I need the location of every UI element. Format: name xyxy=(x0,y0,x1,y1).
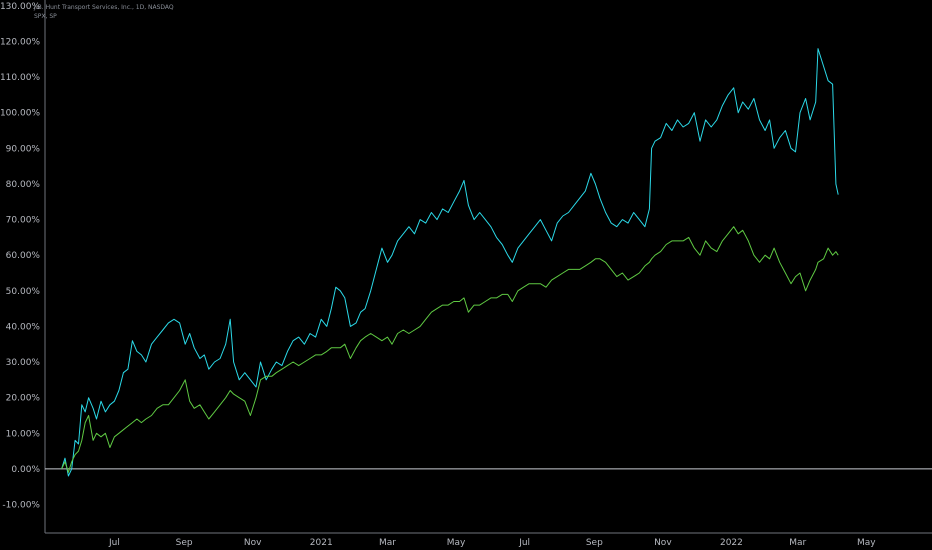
x-tick-label: Sep xyxy=(176,538,193,548)
y-tick-label: 40.00% xyxy=(6,322,41,332)
legend-main-symbol: J.B. Hunt Transport Services, Inc., 1D, … xyxy=(34,4,174,11)
y-tick-label: 10.00% xyxy=(6,429,41,439)
x-tick-label: Mar xyxy=(379,538,396,548)
y-tick-label: -10.00% xyxy=(2,501,40,511)
y-tick-label: 110.00% xyxy=(0,73,40,83)
x-tick-label: Nov xyxy=(654,538,672,548)
y-tick-label: 30.00% xyxy=(6,358,41,368)
x-tick-label: Jul xyxy=(518,538,530,548)
y-tick-label: 80.00% xyxy=(6,180,41,190)
x-tick-label: May xyxy=(447,538,466,548)
y-tick-label: 0.00% xyxy=(11,465,40,475)
series-line-spx xyxy=(61,226,839,473)
x-tick-label: Sep xyxy=(586,538,603,548)
y-tick-label: 60.00% xyxy=(6,251,41,261)
y-tick-label: 50.00% xyxy=(6,287,41,297)
x-tick-label: Mar xyxy=(789,538,806,548)
y-tick-label: 100.00% xyxy=(0,109,40,119)
x-tick-label: Jul xyxy=(108,538,120,548)
y-tick-label: 130.00% xyxy=(0,2,40,12)
y-tick-label: 20.00% xyxy=(6,394,41,404)
y-tick-label: 90.00% xyxy=(6,144,41,154)
x-tick-label: 2022 xyxy=(720,538,743,548)
axes xyxy=(44,0,932,534)
y-tick-label: 120.00% xyxy=(0,38,40,48)
y-axis-ticks: 130.00% 120.00% 110.00% 100.00% 90.00% 80.00%… xyxy=(0,2,40,511)
x-tick-label: Nov xyxy=(244,538,262,548)
series-layer xyxy=(61,48,839,477)
x-tick-label: May xyxy=(857,538,876,548)
x-tick-label: 2021 xyxy=(310,538,333,548)
series-line-jbht xyxy=(61,48,839,477)
x-axis-ticks: Jul Sep Nov 2021 Mar May Jul Sep Nov 2022 Mar May xyxy=(108,538,876,548)
y-tick-label: 70.00% xyxy=(6,216,41,226)
